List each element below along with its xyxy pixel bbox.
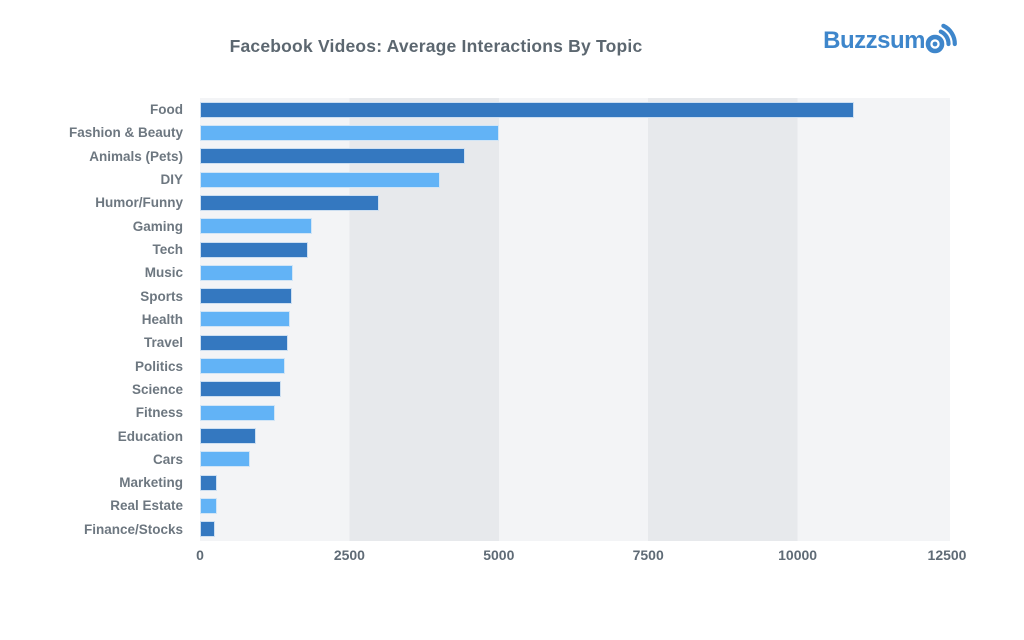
category-label: Humor/Funny: [95, 195, 183, 211]
broadcast-o-icon: [925, 23, 957, 54]
buzzsumo-logo: Buzzsum: [823, 23, 960, 56]
category-label: Music: [144, 265, 183, 281]
bar-finance-stocks: [200, 521, 215, 538]
category-label: Sports: [140, 288, 183, 304]
bar-marketing: [200, 474, 218, 491]
bar-row: [200, 121, 950, 144]
bar-real-estate: [200, 497, 217, 514]
category-label: Travel: [143, 335, 183, 351]
bar-gaming: [200, 218, 313, 235]
bar-row: [200, 424, 950, 447]
bar-row: [200, 494, 950, 517]
bar-tech: [200, 241, 309, 258]
bar-humor-funny: [200, 194, 379, 211]
bar-row: [200, 168, 950, 191]
bar-row: [200, 98, 950, 121]
category-label: Education: [117, 428, 183, 444]
bar-music: [200, 264, 293, 281]
bar-animals-pets-: [200, 148, 465, 165]
category-label: Food: [150, 102, 183, 118]
category-label: Science: [131, 381, 183, 397]
bar-row: [200, 191, 950, 214]
bar-food: [200, 101, 855, 118]
chart-title: Facebook Videos: Average Interactions By…: [229, 36, 643, 56]
bar-row: [200, 308, 950, 331]
bar-cars: [200, 451, 251, 468]
bar-sports: [200, 288, 293, 305]
bar-row: [200, 518, 950, 541]
bar-education: [200, 428, 257, 445]
bar-row: [200, 285, 950, 308]
x-axis: 0 2500 5000 7500 10000 12500: [196, 547, 966, 565]
x-tick-label: 5000: [483, 547, 515, 563]
x-tick-label: 10000: [778, 547, 818, 563]
category-label: Animals (Pets): [89, 148, 183, 164]
category-label: Tech: [152, 242, 183, 258]
category-label: Gaming: [132, 218, 183, 234]
category-label: Marketing: [119, 475, 183, 491]
x-tick-label: 7500: [632, 547, 664, 563]
bar-diy: [200, 171, 440, 188]
category-label: Fitness: [135, 405, 183, 421]
bar-row: [200, 401, 950, 424]
x-tick-label: 0: [196, 547, 204, 563]
bar-row: [200, 448, 950, 471]
category-labels: Food Fashion & Beauty Animals (Pets) DIY Hum…: [0, 98, 192, 541]
bar-row: [200, 145, 950, 168]
category-label: Politics: [134, 358, 183, 374]
bar-politics: [200, 358, 286, 375]
bar-fitness: [200, 404, 275, 421]
bar-science: [200, 381, 282, 398]
category-label: Health: [141, 311, 183, 327]
bar-row: [200, 378, 950, 401]
bar-row: [200, 261, 950, 284]
bar-row: [200, 471, 950, 494]
category-label: Real Estate: [110, 498, 183, 514]
bar-travel: [200, 334, 288, 351]
bar-health: [200, 311, 290, 328]
bar-row: [200, 331, 950, 354]
category-label: Finance/Stocks: [83, 521, 183, 537]
category-label: Fashion & Beauty: [68, 125, 183, 141]
bar-fashion-beauty: [200, 124, 499, 141]
bar-row: [200, 238, 950, 261]
plot-area: [200, 98, 950, 541]
buzzsumo-logo-text: Buzzsum: [823, 27, 925, 54]
category-label: DIY: [160, 172, 183, 188]
bar-row: [200, 354, 950, 377]
category-label: Cars: [152, 451, 183, 467]
bar-row: [200, 215, 950, 238]
x-tick-label: 12500: [927, 547, 967, 563]
x-tick-label: 2500: [333, 547, 365, 563]
